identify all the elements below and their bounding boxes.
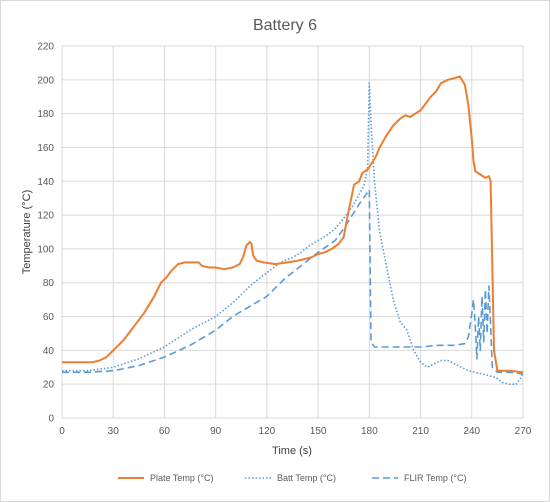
y-tick-label: 200 xyxy=(37,75,54,86)
y-tick-labels: 0 20 40 60 80 100 120 140 160 180 200 220 xyxy=(37,42,54,425)
legend: Plate Temp (°C) Batt Temp (°C) FLIR Temp (… xyxy=(118,473,466,483)
x-tick-label: 120 xyxy=(259,426,276,437)
x-tick-label: 90 xyxy=(210,426,222,437)
y-tick-label: 0 xyxy=(48,414,54,425)
y-tick-label: 120 xyxy=(37,211,54,222)
x-tick-labels: 0 30 60 90 120 150 180 210 240 270 xyxy=(59,426,532,437)
x-tick-label: 150 xyxy=(310,426,327,437)
y-tick-label: 140 xyxy=(37,177,54,188)
y-tick-label: 20 xyxy=(43,380,55,391)
y-tick-label: 160 xyxy=(37,143,54,154)
x-axis-label: Time (s) xyxy=(272,445,312,457)
x-tick-label: 180 xyxy=(361,426,378,437)
series-lines xyxy=(62,75,524,385)
legend-label-1: Batt Temp (°C) xyxy=(277,473,336,483)
y-tick-label: 40 xyxy=(43,346,55,357)
series-line-0 xyxy=(62,75,524,374)
chart-title: Battery 6 xyxy=(253,17,317,34)
series-line-2 xyxy=(62,188,524,375)
x-tick-label: 210 xyxy=(412,426,429,437)
x-tick-label: 270 xyxy=(515,426,532,437)
y-axis-label: Temperature (°C) xyxy=(21,190,33,274)
x-tick-label: 0 xyxy=(59,426,65,437)
y-tick-label: 220 xyxy=(37,42,54,53)
x-tick-label: 240 xyxy=(463,426,480,437)
series-line-1 xyxy=(62,82,524,385)
gridlines xyxy=(61,45,524,419)
y-tick-label: 60 xyxy=(43,312,55,323)
y-tick-label: 80 xyxy=(43,278,55,289)
legend-label-2: FLIR Temp (°C) xyxy=(404,473,466,483)
x-tick-label: 60 xyxy=(159,426,171,437)
x-tick-label: 30 xyxy=(108,426,120,437)
legend-label-0: Plate Temp (°C) xyxy=(150,473,213,483)
y-tick-label: 100 xyxy=(37,244,54,255)
y-tick-label: 180 xyxy=(37,109,54,120)
